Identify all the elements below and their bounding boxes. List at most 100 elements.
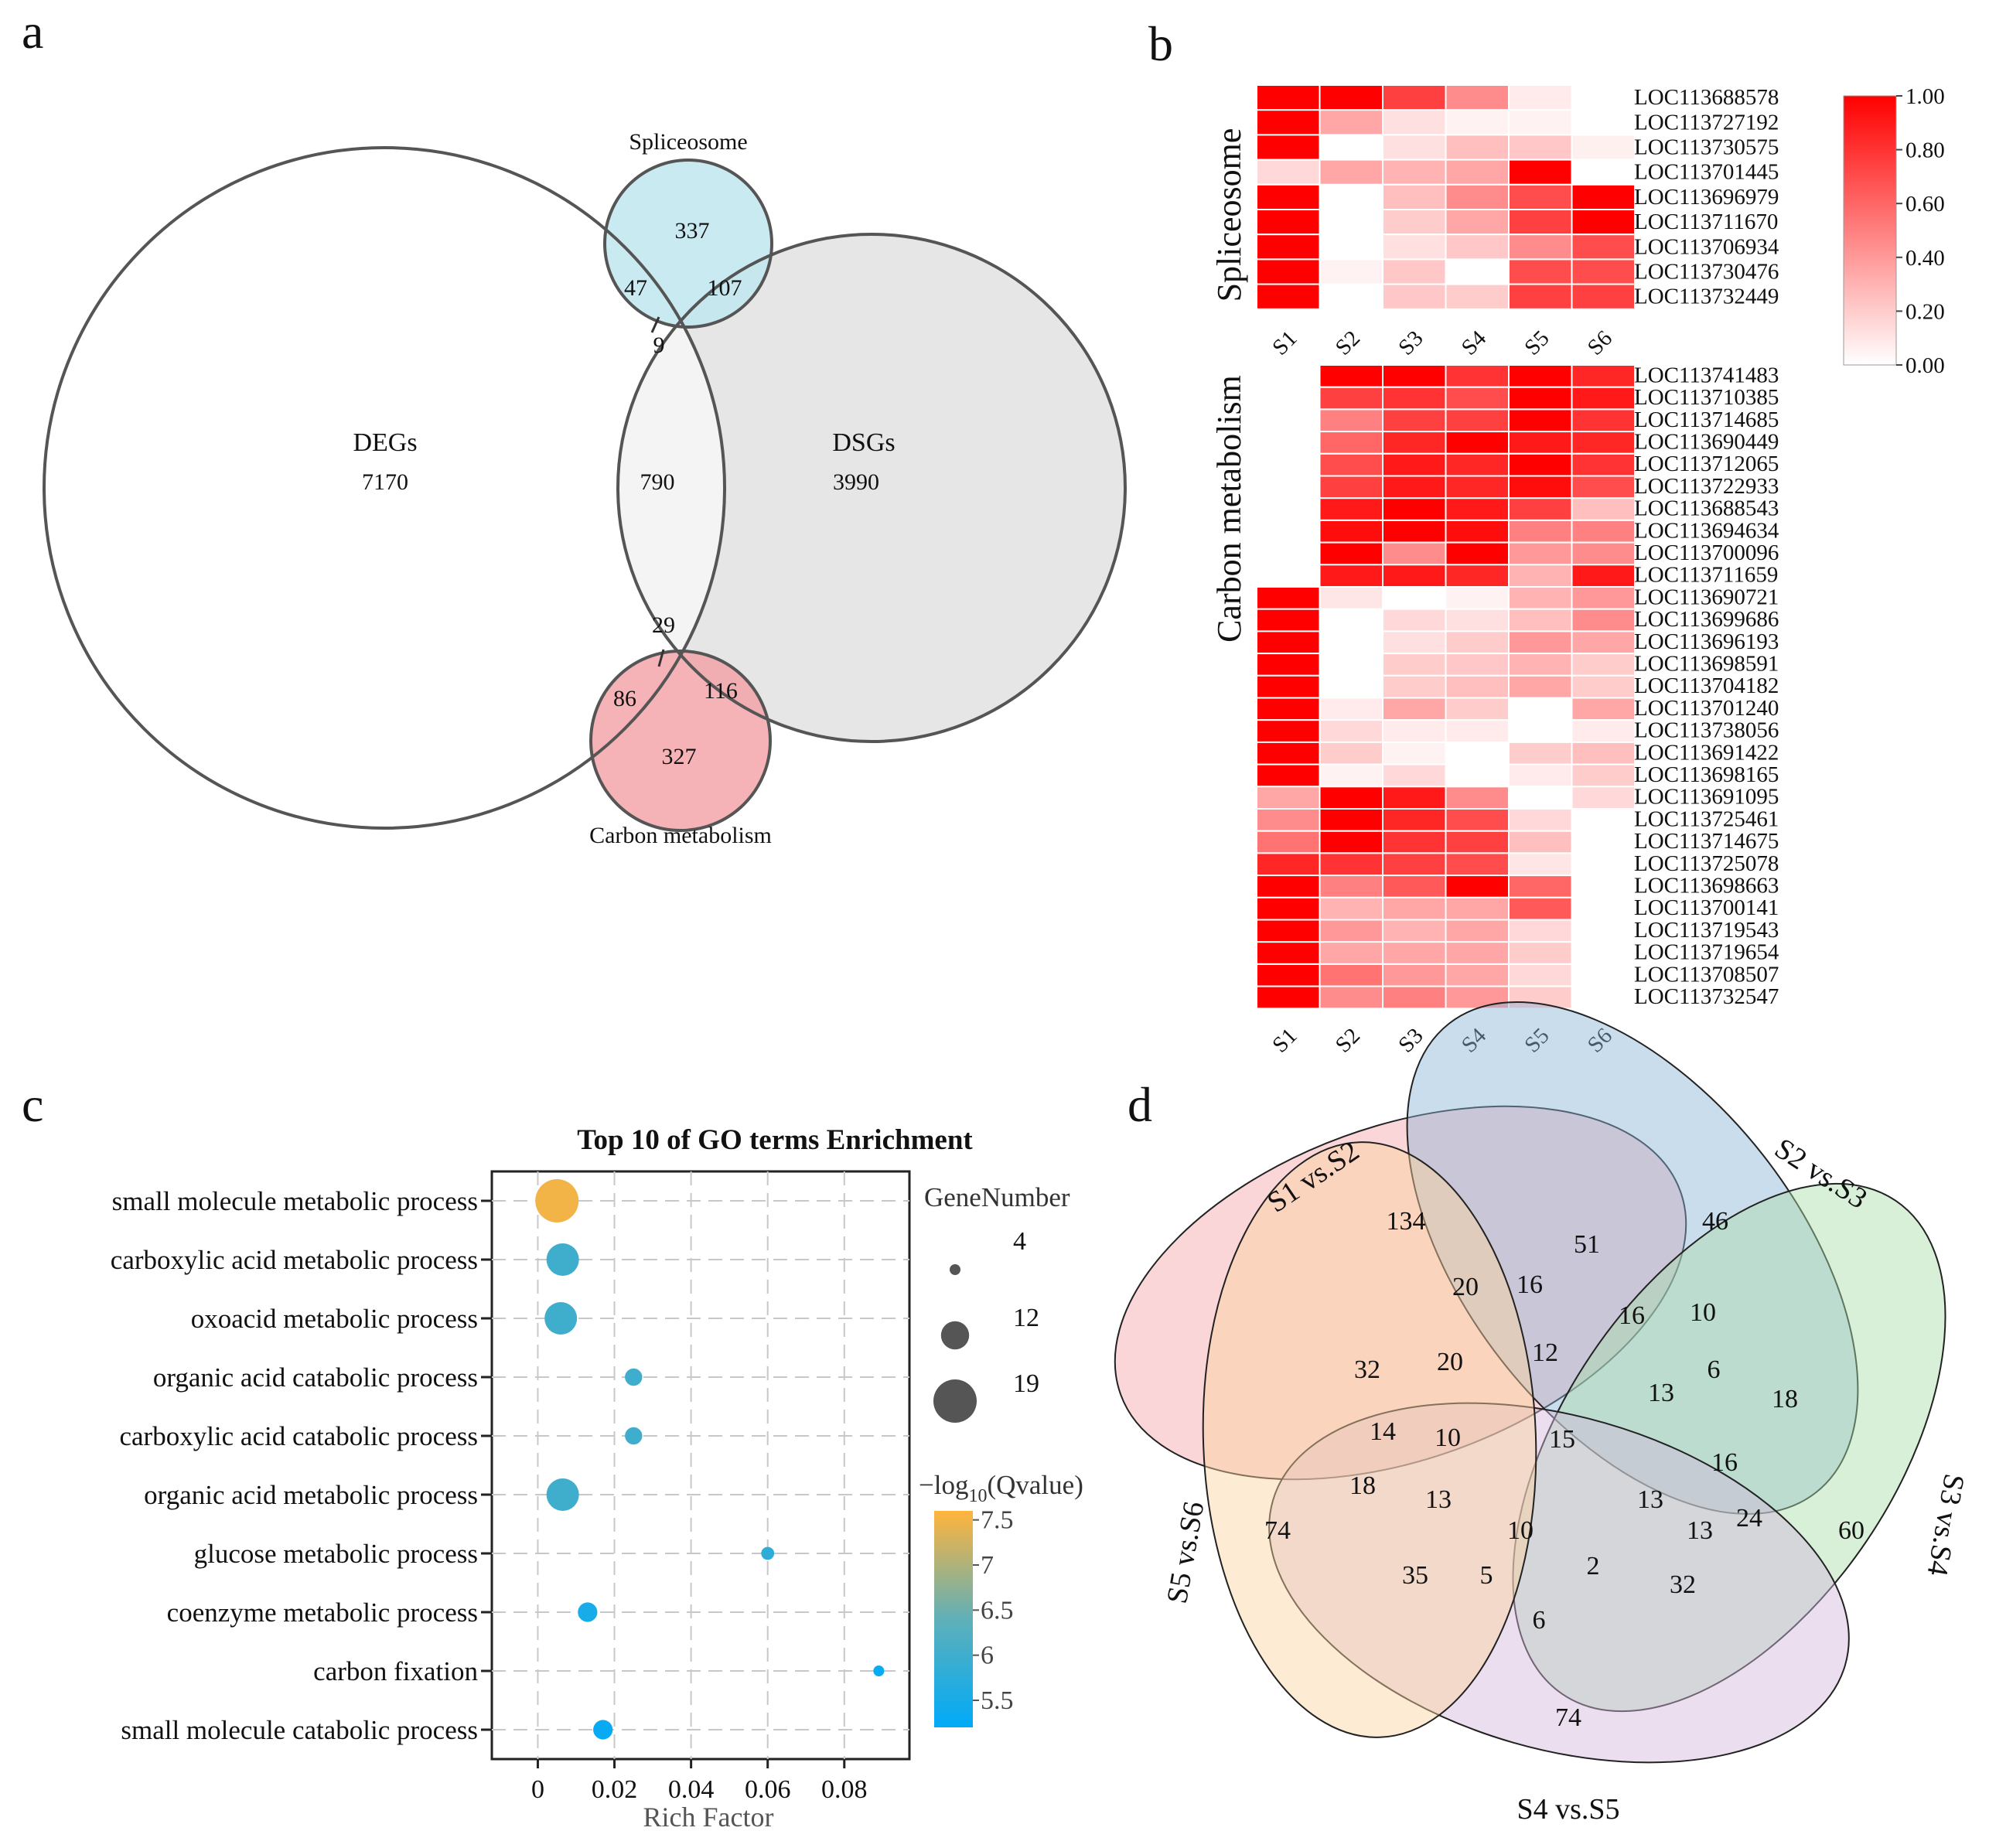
heatmap-cell: [1571, 497, 1636, 521]
heatmap-cell: [1319, 852, 1383, 877]
heatmap-carbon-cells: [1256, 364, 1636, 1010]
degs-circle-fill: [44, 148, 725, 828]
column-label: S6: [1583, 326, 1617, 360]
heatmap-cell: [1382, 283, 1447, 310]
column-label: S3: [1394, 326, 1428, 360]
venn-d-count: 13: [1637, 1485, 1663, 1514]
bubble-x-ticks: 0 0.02 0.04 0.06 0.08: [531, 1759, 868, 1804]
heatmap-cell: [1256, 586, 1321, 610]
bubble-point: [535, 1179, 579, 1222]
bubble-term-labels: small molecule metabolic process carboxyl…: [111, 1186, 492, 1745]
gene-label: LOC113730575: [1634, 135, 1779, 160]
x-tick-label: 0.08: [821, 1775, 868, 1804]
heatmap-cell: [1445, 608, 1510, 632]
heatmap-cell: [1319, 364, 1383, 388]
venn-d-numbers: 134 46 60 74 74 51 20 16 16 10 32 20 12 6 18 13 14 10 15 16…: [1264, 1207, 1864, 1732]
size-legend-label: 12: [1013, 1304, 1039, 1332]
color-legend-tick-label: 7: [981, 1551, 994, 1580]
gene-label: LOC113698165: [1634, 762, 1779, 787]
heatmap-cell: [1256, 608, 1321, 632]
heatmap-cell: [1571, 985, 1636, 1010]
heatmap-cell: [1508, 919, 1573, 943]
heatmap-cell: [1445, 497, 1510, 521]
heatmap-cell: [1382, 134, 1447, 161]
heatmap-cell: [1319, 608, 1383, 632]
heatmap-cell: [1256, 786, 1321, 810]
panel-label-c: c: [22, 1077, 43, 1132]
venn-a-337: 337: [675, 218, 710, 244]
term-label: oxoacid metabolic process: [191, 1304, 478, 1334]
color-legend-title: −log10(Qvalue): [919, 1470, 1083, 1506]
heatmap-cell: [1508, 719, 1573, 743]
venn-a-790: 790: [640, 469, 675, 495]
degs-label: DEGs: [353, 428, 417, 457]
venn-a: Spliceosome 337 47 107 9 DEGs 7170 790 D…: [43, 129, 1127, 848]
heatmap-cell: [1508, 697, 1573, 721]
heatmap-cell: [1256, 875, 1321, 898]
venn-d-count: 20: [1437, 1348, 1463, 1376]
leader-line-9: [650, 316, 660, 333]
heatmap-cell: [1508, 431, 1573, 455]
heatmap-cell: [1382, 84, 1447, 111]
heatmap-cell: [1256, 408, 1321, 433]
heatmap-cell: [1256, 431, 1321, 455]
venn-a-86: 86: [613, 686, 636, 711]
heatmap-cell: [1319, 183, 1383, 211]
gene-label: LOC113712065: [1634, 452, 1779, 476]
heatmap-cell: [1445, 808, 1510, 832]
heatmap-cell: [1319, 497, 1383, 521]
venn-d-count: 2: [1587, 1552, 1600, 1580]
term-label: glucose metabolic process: [194, 1539, 478, 1569]
gene-label: LOC113694634: [1634, 518, 1779, 543]
heatmap-cell: [1571, 283, 1636, 310]
heatmap-cell: [1508, 258, 1573, 285]
heatmap-cell: [1508, 109, 1573, 136]
spliceosome-label: Spliceosome: [629, 129, 747, 155]
heatmap-cell: [1382, 808, 1447, 832]
heatmap-cell: [1319, 386, 1383, 411]
heatmap-cell: [1445, 786, 1510, 810]
heatmap-cell: [1382, 941, 1447, 965]
heatmap: LOC113688578LOC113727192LOC113730575LOC1…: [1210, 84, 1945, 1058]
heatmap-cell: [1571, 719, 1636, 743]
venn-d-count: 51: [1574, 1230, 1600, 1259]
heatmap-cell: [1571, 431, 1636, 455]
heatmap-cell: [1508, 896, 1573, 921]
color-legend-tick-label: 5.5: [981, 1686, 1014, 1715]
heatmap-cell: [1382, 586, 1447, 610]
heatmap-cell: [1571, 941, 1636, 965]
gene-label: LOC113698591: [1634, 651, 1779, 676]
heatmap-cell: [1382, 674, 1447, 699]
heatmap-cell: [1445, 134, 1510, 161]
heatmap-cell: [1319, 963, 1383, 987]
heatmap-cell: [1382, 763, 1447, 788]
colorbar-tick-label: 1.00: [1905, 84, 1945, 109]
x-tick-label: 0.06: [745, 1775, 791, 1804]
heatmap-cell: [1256, 183, 1321, 211]
heatmap-cell: [1319, 159, 1383, 186]
venn-d-count: 13: [1687, 1516, 1713, 1545]
heatmap-cell: [1382, 630, 1447, 655]
venn-d-count: 32: [1354, 1355, 1380, 1384]
venn-d-ellipses: [1114, 1001, 1946, 1764]
heatmap-cell: [1256, 653, 1321, 677]
venn-d-count: 46: [1702, 1207, 1728, 1236]
heatmap-cell: [1445, 564, 1510, 588]
heatmap-cell: [1319, 653, 1383, 677]
colorbar-tick-label: 0.00: [1905, 353, 1945, 378]
heatmap-cell: [1256, 109, 1321, 136]
heatmap-cell: [1319, 258, 1383, 285]
heatmap-cell: [1319, 475, 1383, 500]
heatmap-cell: [1319, 830, 1383, 854]
venn-d-count: 32: [1670, 1570, 1696, 1599]
heatmap-cell: [1256, 519, 1321, 544]
heatmap-cell: [1571, 830, 1636, 854]
colorbar-tick-label: 0.40: [1905, 246, 1945, 271]
heatmap-cell: [1319, 84, 1383, 111]
gene-label: LOC113725461: [1634, 806, 1779, 831]
heatmap-cell: [1382, 564, 1447, 588]
venn-d-count: 10: [1690, 1298, 1716, 1327]
column-label: S1: [1267, 326, 1302, 360]
heatmap-cell: [1445, 408, 1510, 433]
heatmap-cell: [1571, 875, 1636, 898]
